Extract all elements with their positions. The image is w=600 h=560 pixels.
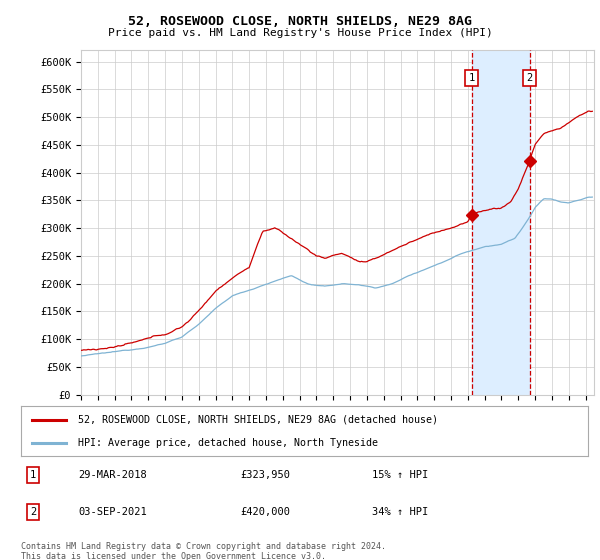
Text: 2: 2 [526,73,533,83]
Text: 1: 1 [30,470,36,480]
Text: 1: 1 [469,73,475,83]
Text: HPI: Average price, detached house, North Tyneside: HPI: Average price, detached house, Nort… [78,438,378,448]
Text: 29-MAR-2018: 29-MAR-2018 [78,470,147,480]
Text: 34% ↑ HPI: 34% ↑ HPI [372,507,428,517]
Text: £323,950: £323,950 [240,470,290,480]
Text: 52, ROSEWOOD CLOSE, NORTH SHIELDS, NE29 8AG (detached house): 52, ROSEWOOD CLOSE, NORTH SHIELDS, NE29 … [78,414,438,424]
Bar [472,50,530,395]
Text: 2: 2 [30,507,36,517]
Text: Contains HM Land Registry data © Crown copyright and database right 2024.
This d: Contains HM Land Registry data © Crown c… [21,542,386,560]
Text: Price paid vs. HM Land Registry's House Price Index (HPI): Price paid vs. HM Land Registry's House … [107,28,493,38]
Text: 52, ROSEWOOD CLOSE, NORTH SHIELDS, NE29 8AG: 52, ROSEWOOD CLOSE, NORTH SHIELDS, NE29 … [128,15,472,28]
Text: 03-SEP-2021: 03-SEP-2021 [78,507,147,517]
Text: £420,000: £420,000 [240,507,290,517]
Text: 15% ↑ HPI: 15% ↑ HPI [372,470,428,480]
